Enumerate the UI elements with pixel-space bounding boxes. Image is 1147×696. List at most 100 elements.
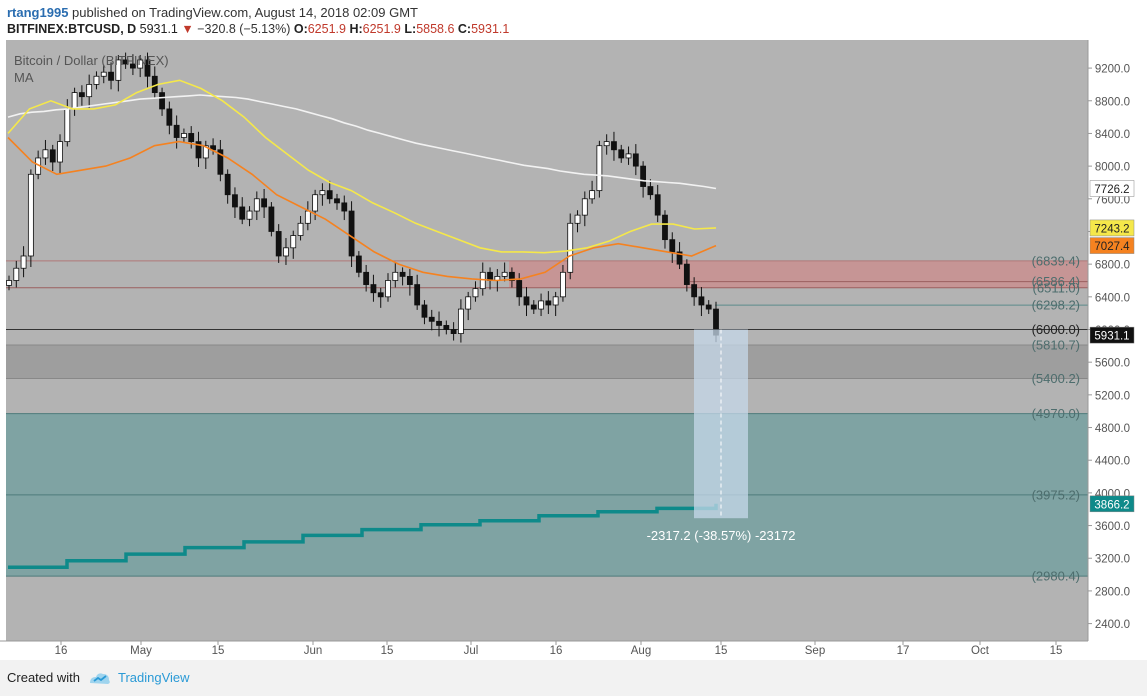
- created-with-text: Created with: [7, 670, 80, 685]
- candle-body: [319, 190, 326, 196]
- tradingview-logo-icon: [90, 673, 110, 684]
- price-chart[interactable]: (6839.4) (6586.4)(6511.0) (6298.2) (6000.0)…: [0, 40, 1147, 660]
- level-label: (5400.2): [1032, 371, 1080, 386]
- candle-body: [662, 214, 668, 241]
- candle-body: [538, 300, 544, 310]
- candle-body: [363, 271, 370, 285]
- x-tick-label: 15: [1050, 645, 1063, 657]
- candle-body: [472, 288, 479, 298]
- x-tick-label: Jul: [464, 645, 479, 657]
- candle-body: [647, 186, 654, 196]
- x-tick-label: 17: [897, 645, 910, 657]
- candle-body: [618, 149, 625, 159]
- candle-body: [603, 141, 610, 147]
- support-zone: [6, 344, 1088, 379]
- price-badge: [1089, 237, 1135, 254]
- candle-body: [632, 153, 639, 167]
- sma-white-line: [7, 94, 717, 190]
- candle-body: [122, 59, 129, 65]
- high-value: 6251.9: [362, 22, 401, 36]
- candle-body: [523, 296, 530, 306]
- candle-body: [399, 271, 406, 277]
- candle-body: [370, 284, 377, 294]
- open-label: O:: [293, 22, 308, 36]
- x-tick-label: Oct: [971, 645, 990, 657]
- candle-body: [691, 284, 698, 298]
- candle-body: [509, 271, 515, 281]
- candle-body: [560, 271, 566, 298]
- x-tick-label: Sep: [805, 645, 825, 657]
- candle-body: [654, 194, 661, 216]
- price-badge: [1089, 326, 1135, 344]
- indicator-label: MA: [14, 70, 34, 85]
- candle-body: [581, 198, 588, 216]
- low-label: L:: [404, 22, 417, 36]
- y-tick-label: 3200.0: [1095, 554, 1130, 566]
- ohlc-line: BITFINEX:BTCUSD, D 5931.1 ▼ −320.8 (−5.1…: [7, 22, 509, 36]
- candle-body: [392, 271, 399, 281]
- y-tick-label: 8000.0: [1095, 162, 1130, 174]
- last-price: 5931.1: [139, 22, 178, 36]
- x-tick-label: 16: [550, 645, 563, 657]
- y-tick-label: 5600.0: [1095, 358, 1130, 370]
- candle-body: [42, 149, 49, 159]
- price-badge: [1089, 219, 1135, 237]
- candle-body: [428, 316, 435, 322]
- candle-body: [253, 198, 260, 212]
- candle-body: [611, 141, 617, 151]
- level-label: (6298.2): [1032, 298, 1080, 313]
- x-tick-label: 15: [715, 645, 728, 657]
- y-tick-label: 9200.0: [1095, 64, 1130, 76]
- close-value: 5931.1: [471, 22, 510, 36]
- time-axis-background: [0, 641, 1147, 660]
- symbol-label: BITFINEX:BTCUSD, D: [7, 22, 137, 36]
- chart-header: rtang1995 published on TradingView.com, …: [0, 0, 1147, 40]
- candle-body: [530, 304, 537, 310]
- candle-body: [64, 108, 71, 143]
- candle-body: [13, 267, 20, 281]
- candle-body: [304, 210, 311, 224]
- candle-body: [115, 59, 122, 81]
- level-label: (4970.0): [1032, 406, 1080, 421]
- sma-yellow-line: [7, 79, 717, 254]
- candle-body: [217, 149, 224, 175]
- candle-body: [100, 71, 107, 77]
- author-link[interactable]: rtang1995: [7, 5, 69, 20]
- candle-body: [450, 329, 457, 334]
- candle-body: [195, 141, 202, 159]
- x-tick-label: Jun: [304, 645, 323, 657]
- x-tick-label: 15: [381, 645, 394, 657]
- tradingview-link[interactable]: TradingView: [118, 670, 190, 685]
- high-label: H:: [349, 22, 363, 36]
- candle-body: [224, 173, 231, 196]
- level-label: (6000.0): [1032, 322, 1080, 337]
- series-title: Bitcoin / Dollar (BITFINEX): [14, 53, 169, 68]
- candle-body: [202, 145, 209, 159]
- candle-body: [130, 63, 136, 69]
- y-tick-label: 6400.0: [1095, 292, 1130, 304]
- price-badge-label: 7726.2: [1094, 184, 1129, 196]
- y-tick-label: 2400.0: [1095, 619, 1130, 631]
- candle-body: [348, 210, 355, 257]
- y-tick-label: 5200.0: [1095, 390, 1130, 402]
- y-tick-label: 2800.0: [1095, 586, 1130, 598]
- candle-body: [705, 304, 712, 310]
- level-label: (6511.0): [1033, 280, 1080, 295]
- level-label: (3975.2): [1032, 487, 1080, 502]
- price-badge: [1089, 180, 1135, 197]
- candle-body: [268, 206, 275, 232]
- price-badge-label: 7027.4: [1094, 241, 1130, 253]
- candle-body: [93, 75, 100, 85]
- price-change: −320.8 (−5.13%): [197, 22, 291, 36]
- candle-body: [297, 222, 304, 236]
- candle-body: [283, 247, 289, 257]
- measure-label: -2317.2 (-38.57%) -23172: [647, 528, 796, 543]
- price-badge-label: 7243.2: [1094, 223, 1129, 235]
- candle-body: [137, 59, 144, 69]
- candle-body: [552, 296, 559, 306]
- candle-body: [443, 325, 450, 330]
- candle-body: [385, 280, 391, 298]
- x-tick-label: Aug: [631, 645, 651, 657]
- down-arrow-icon: ▼: [181, 22, 194, 36]
- candle-body: [625, 153, 632, 159]
